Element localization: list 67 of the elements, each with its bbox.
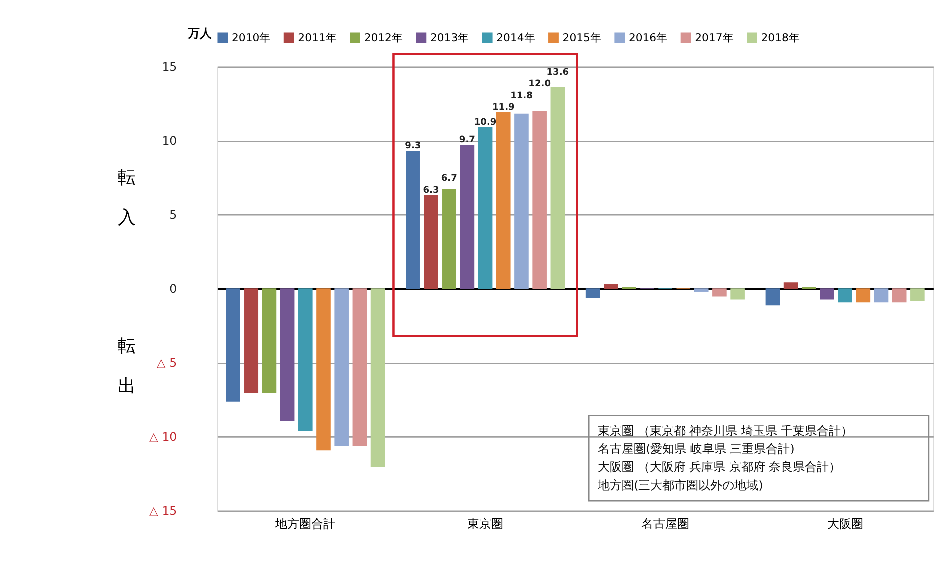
x-tick-label: 東京圏 (468, 516, 504, 531)
legend-label: 2013年 (430, 32, 470, 45)
bar (442, 189, 457, 290)
bar (586, 288, 600, 298)
bar (262, 288, 277, 393)
legend-label: 2011年 (298, 32, 337, 45)
x-tick-label: 名古屋圏 (641, 516, 690, 531)
y-tick-label: △ 10 (149, 430, 178, 444)
bar (604, 284, 618, 290)
bar (892, 288, 907, 303)
bar (910, 288, 925, 302)
legend-label: 2010年 (232, 32, 271, 45)
bar (478, 127, 493, 290)
bar (352, 288, 368, 446)
x-tick-label: 大阪圏 (827, 516, 864, 531)
data-label: 11.8 (510, 91, 533, 102)
legend-label: 2012年 (364, 32, 403, 45)
bar (226, 288, 240, 402)
bar (712, 288, 727, 297)
data-label: 6.3 (423, 186, 440, 196)
x-tick-label: 地方圏合計 (274, 516, 336, 531)
y-tick-label: △ 15 (149, 504, 178, 518)
annotation: 東京圏 （東京都 神奈川県 埼玉県 千葉県合計） (598, 424, 854, 438)
data-label: 9.7 (459, 136, 476, 146)
data-label: 12.0 (528, 80, 551, 90)
bar (424, 195, 438, 290)
bar (856, 288, 871, 303)
bar (838, 288, 852, 303)
data-label: 11.9 (492, 103, 515, 114)
bar (280, 288, 295, 422)
y-tick-label: △ 5 (156, 356, 178, 370)
bar (316, 288, 331, 451)
data-label: 13.6 (546, 68, 570, 78)
legend-label: 2014年 (496, 32, 536, 45)
bar (298, 288, 313, 432)
bar (694, 288, 709, 292)
data-label: 6.7 (441, 174, 458, 184)
legend-label: 2018年 (761, 32, 800, 45)
text: 転出 (118, 336, 136, 398)
y-tick-label: 15 (162, 60, 178, 74)
bar (514, 114, 529, 290)
bar (820, 288, 834, 300)
y-tick-label: 5 (170, 208, 178, 222)
bar (370, 288, 386, 467)
data-label: 10.9 (474, 118, 497, 128)
bar (550, 87, 566, 290)
annotation: 名古屋圏(愛知県 岐阜県 三重県合計) (598, 442, 795, 456)
bar (460, 145, 475, 290)
text: 転入 (118, 167, 136, 228)
y-tick-label: 0 (170, 282, 178, 296)
bar (532, 110, 547, 290)
bar (334, 288, 349, 446)
y-tick-label: 10 (162, 134, 178, 148)
legend-label: 2015年 (562, 32, 602, 45)
bar (730, 288, 745, 300)
annotation: 地方圏(三大都市圏以外の地域) (597, 478, 764, 492)
bar (244, 288, 259, 393)
bar (766, 288, 780, 306)
annotation: 大阪圏 （大阪府 兵庫県 京都府 奈良県合計） (598, 460, 842, 474)
bar (874, 288, 889, 303)
y-axis-title: 万人 (186, 26, 213, 40)
data-label: 9.3 (405, 142, 422, 152)
bar (496, 112, 511, 290)
bar (406, 150, 420, 290)
legend-label: 2017年 (695, 32, 734, 45)
legend-label: 2016年 (628, 32, 668, 45)
bar (784, 282, 798, 290)
